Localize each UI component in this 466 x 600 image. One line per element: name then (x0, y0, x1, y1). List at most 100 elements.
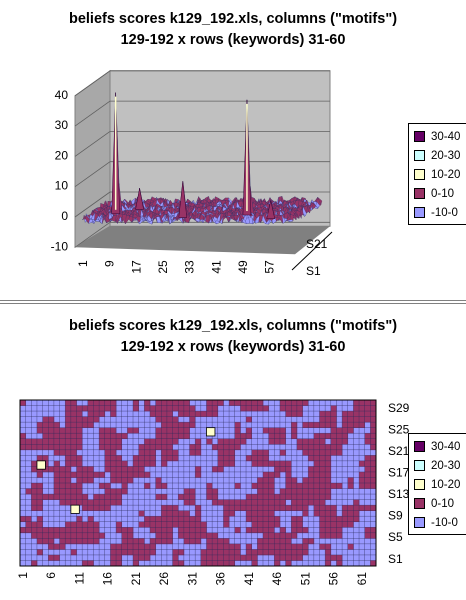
contour-cell (246, 505, 252, 511)
contour-cell (325, 477, 332, 484)
contour-cell (70, 422, 77, 428)
contour-cell (178, 527, 185, 534)
contour-cell (342, 438, 349, 445)
contour-cell (178, 560, 185, 567)
contour-cell (296, 521, 303, 528)
contour-cell (189, 444, 196, 451)
contour-cell (31, 444, 38, 451)
contour-cell (110, 543, 117, 550)
contour-cell (70, 444, 77, 451)
contour-cell (144, 516, 151, 523)
contour-cell (133, 549, 139, 556)
contour-cell (296, 405, 303, 412)
contour-cell (138, 538, 145, 545)
legend-item: -10-0 (414, 203, 464, 222)
contour-cell (149, 449, 156, 456)
contour-cell (104, 499, 111, 506)
contour-cell (104, 433, 111, 440)
contour-cell (229, 560, 236, 567)
contour-cell (59, 427, 66, 434)
contour-cell (133, 427, 139, 434)
contour-cell (291, 422, 298, 428)
contour-cell (370, 427, 377, 434)
contour-cell (359, 471, 365, 478)
contour-cell (291, 427, 298, 434)
contour-cell (347, 510, 354, 517)
contour-cell (206, 405, 213, 412)
legend-item: 0-10 (414, 494, 464, 513)
contour-cell (240, 554, 247, 561)
x-tick-label: 33 (183, 260, 197, 274)
contour-cell (330, 433, 337, 440)
contour-cell (330, 411, 337, 417)
contour-cell (166, 538, 173, 545)
contour-cell (246, 433, 252, 440)
contour-cell (336, 521, 343, 528)
x-tick-label: 51 (298, 572, 312, 586)
contour-cell (262, 494, 269, 500)
contour-cell (42, 438, 49, 445)
contour-cell (313, 466, 320, 473)
contour-cell (82, 466, 89, 473)
contour-cell (302, 477, 309, 484)
contour-cell (364, 405, 371, 412)
contour-cell (229, 400, 236, 406)
contour-cell (229, 444, 236, 451)
contour-cell (53, 460, 60, 467)
contour-cell (257, 527, 264, 534)
contour-cell (274, 538, 281, 545)
contour-cell (268, 505, 275, 511)
contour-cell (87, 477, 94, 484)
contour-cell (240, 499, 247, 506)
contour-cell (25, 488, 32, 495)
contour-cell (178, 427, 185, 434)
contour-cell (251, 527, 258, 534)
contour-cell (246, 516, 252, 523)
contour-cell (313, 471, 320, 478)
legend-swatch (414, 207, 425, 218)
contour-cell (189, 527, 196, 534)
contour-cell (206, 532, 213, 539)
contour-cell (172, 510, 179, 517)
surface-peak (135, 188, 144, 210)
contour-cell (325, 449, 332, 456)
contour-cell (370, 416, 377, 423)
contour-cell (325, 422, 332, 428)
contour-cell (370, 560, 377, 567)
contour-cell (285, 477, 292, 484)
contour-cell (279, 488, 286, 495)
contour-cell (189, 538, 196, 545)
z-tick-label: 10 (55, 179, 69, 193)
contour-cell (155, 516, 162, 523)
contour-cell (195, 521, 202, 528)
contour-cell (342, 433, 349, 440)
contour-cell (149, 405, 156, 412)
contour-cell (20, 438, 26, 445)
contour-cell (31, 505, 38, 511)
contour-cell (110, 433, 117, 440)
contour-cell (53, 433, 60, 440)
contour-cell (370, 438, 377, 445)
contour-cell (116, 471, 123, 478)
contour-cell (257, 494, 264, 500)
contour-cell (70, 400, 77, 406)
contour-cell (364, 527, 371, 534)
contour-cell (53, 449, 60, 456)
contour-cell (53, 471, 60, 478)
contour-cell (234, 422, 241, 428)
contour-cell (127, 466, 134, 473)
contour-cell (42, 416, 49, 423)
contour-cell (246, 510, 252, 517)
contour-cell (291, 505, 298, 511)
contour-cell (330, 521, 337, 528)
contour-cell (65, 405, 72, 412)
contour-cell (87, 527, 94, 534)
contour-cell (285, 494, 292, 500)
contour-cell (155, 433, 162, 440)
contour-cell (262, 455, 269, 462)
contour-cell (70, 438, 77, 445)
contour-cell (364, 483, 371, 489)
contour-cell (99, 427, 106, 434)
contour-cell (353, 505, 360, 511)
